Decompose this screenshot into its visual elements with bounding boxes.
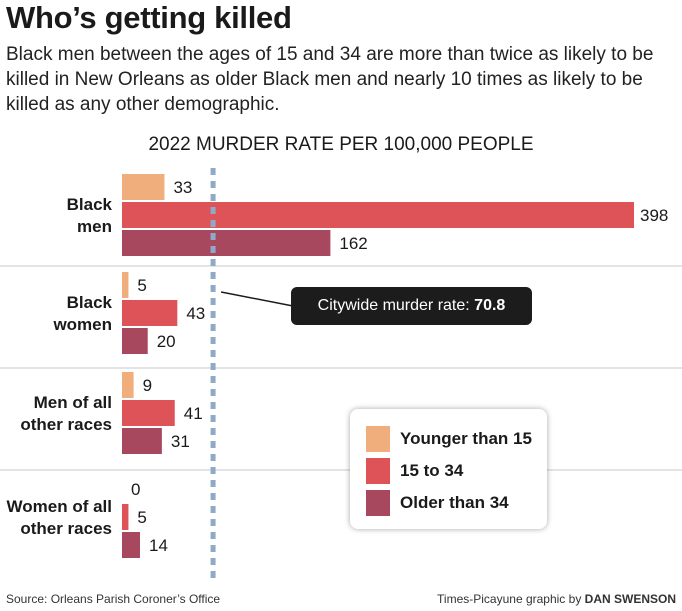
legend-label: Older than 34 — [400, 493, 509, 512]
credit-name: DAN SWENSON — [584, 592, 676, 606]
bar — [122, 372, 134, 398]
category-label: other races — [20, 519, 112, 538]
legend-label: 15 to 34 — [400, 461, 464, 480]
category-label: Black — [67, 195, 113, 214]
legend-swatch — [366, 458, 390, 484]
citywide-rate-value: 70.8 — [474, 297, 506, 314]
citywide-rate-label: Citywide murder rate: — [317, 297, 470, 314]
page-title: Who’s getting killed — [6, 0, 292, 35]
data-label: 9 — [143, 376, 152, 395]
chart-title: 2022 MURDER RATE PER 100,000 PEOPLE — [148, 134, 534, 155]
data-label: 20 — [157, 332, 176, 351]
legend-item-15-to-34: 15 to 34 — [366, 458, 463, 484]
legend-item-younger-than-15: Younger than 15 — [366, 426, 532, 452]
bar — [122, 202, 634, 228]
source-note: Source: Orleans Parish Coroner’s Office — [6, 592, 221, 606]
legend-swatch — [366, 490, 390, 516]
category-label: Women of all — [7, 497, 112, 516]
credit-note: Times-Picayune graphic by DAN SWENSON — [437, 592, 676, 606]
data-label: 5 — [137, 276, 146, 295]
bar — [122, 328, 148, 354]
data-label: 43 — [186, 304, 205, 323]
category-label: men — [77, 217, 112, 236]
data-label: 14 — [149, 536, 168, 555]
data-label: 5 — [137, 508, 146, 527]
category-label: other races — [20, 415, 112, 434]
data-label: 31 — [171, 432, 190, 451]
data-label: 41 — [184, 404, 203, 423]
bar — [122, 300, 178, 326]
bar — [122, 174, 165, 200]
credit-prefix: Times-Picayune graphic by — [437, 592, 585, 606]
category-label: Black — [67, 293, 113, 312]
category-label: women — [52, 315, 112, 334]
data-label: 0 — [131, 480, 140, 499]
bar — [122, 504, 129, 530]
bar — [122, 532, 141, 558]
bar — [122, 272, 129, 298]
legend: Younger than 15 15 to 34 Older than 34 — [350, 409, 547, 529]
data-label: 33 — [173, 178, 192, 197]
legend-label: Younger than 15 — [400, 429, 532, 448]
bar — [122, 230, 331, 256]
legend-item-older-than-34: Older than 34 — [366, 490, 509, 516]
citywide-rate-callout: Citywide murder rate: 70.8 — [291, 287, 532, 325]
legend-swatch — [366, 426, 390, 452]
bar — [122, 428, 162, 454]
data-label: 398 — [640, 206, 668, 225]
callout-pointer — [220, 291, 294, 307]
bar — [122, 400, 175, 426]
subtitle: Black men between the ages of 15 and 34 … — [6, 44, 654, 115]
data-label: 162 — [339, 234, 367, 253]
category-label: Men of all — [34, 393, 112, 412]
